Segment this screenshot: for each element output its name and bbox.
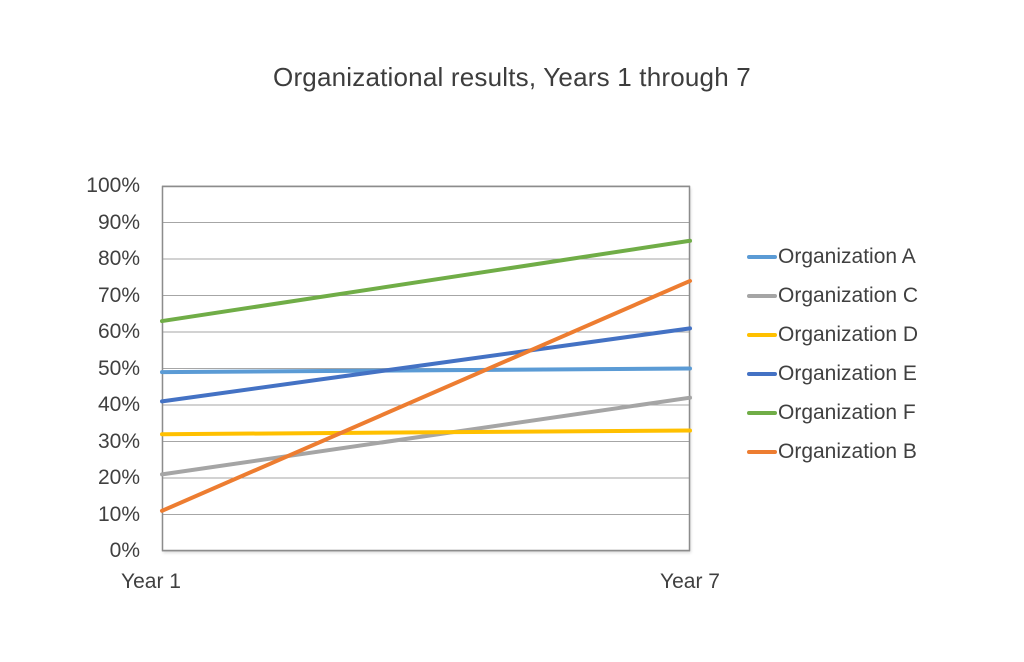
series-line-organization-e bbox=[160, 326, 692, 404]
legend-item-organization-a: Organization A bbox=[747, 243, 918, 270]
y-tick-label: 80% bbox=[97, 247, 140, 270]
y-tick-label: 30% bbox=[97, 429, 140, 453]
series-line-organization-c bbox=[160, 395, 692, 477]
y-tick-label: 40% bbox=[97, 393, 140, 416]
series-line-organization-a bbox=[160, 366, 692, 375]
plot-svg bbox=[160, 185, 692, 552]
x-axis-label-year-7: Year 7 bbox=[660, 570, 720, 593]
legend-line-marker-icon bbox=[747, 371, 777, 376]
y-tick-label: 70% bbox=[97, 283, 140, 307]
legend-item-organization-f: Organization F bbox=[747, 399, 918, 426]
y-tick-label: 0% bbox=[109, 539, 140, 562]
chart-title: Organizational results, Years 1 through … bbox=[273, 62, 751, 92]
series-line-organization-d bbox=[160, 428, 692, 437]
y-tick-label: 60% bbox=[97, 320, 140, 343]
series-line-organization-f bbox=[160, 238, 692, 324]
x-axis-label-year-1: Year 1 bbox=[121, 570, 181, 593]
y-tick-label: 50% bbox=[97, 356, 140, 380]
y-tick-label: 20% bbox=[97, 466, 140, 489]
y-tick-label: 90% bbox=[97, 210, 140, 234]
legend-line-marker-icon bbox=[747, 449, 777, 454]
legend-label: Organization D bbox=[778, 322, 919, 346]
legend-line-marker-icon bbox=[747, 293, 777, 298]
plot-area bbox=[160, 185, 692, 552]
legend-line-marker-icon bbox=[747, 410, 777, 415]
legend-line-marker-icon bbox=[747, 254, 777, 259]
legend-item-organization-d: Organization D bbox=[747, 321, 918, 348]
legend-label: Organization B bbox=[778, 439, 917, 463]
legend-line-marker-icon bbox=[747, 332, 777, 337]
legend-label: Organization E bbox=[778, 361, 917, 385]
legend-label: Organization A bbox=[778, 244, 916, 268]
legend-item-organization-e: Organization E bbox=[747, 360, 918, 387]
y-tick-label: 100% bbox=[86, 174, 140, 197]
y-axis: 100% 90% 80% 70% 60% 50% 40% 30% 20% 10% 0% bbox=[0, 174, 140, 562]
y-tick-label: 10% bbox=[97, 502, 140, 526]
series-line-organization-b bbox=[160, 278, 692, 513]
legend: Organization A Organization C Organization… bbox=[747, 243, 918, 477]
legend-item-organization-b: Organization B bbox=[747, 438, 918, 465]
legend-item-organization-c: Organization C bbox=[747, 282, 918, 309]
legend-label: Organization C bbox=[778, 283, 919, 307]
legend-label: Organization F bbox=[778, 400, 916, 424]
